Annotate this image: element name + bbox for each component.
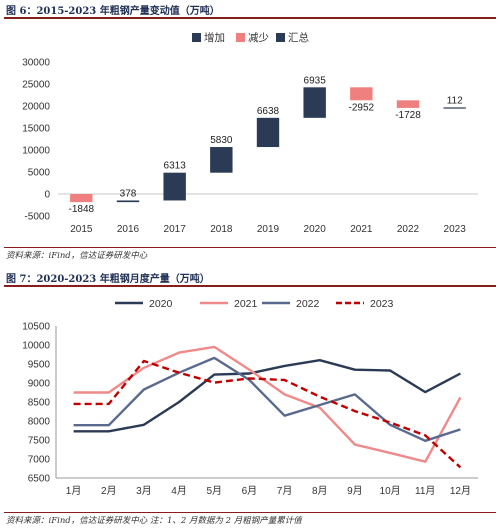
y-tick-label: 6500: [28, 474, 51, 485]
bar-label-2016: 378: [120, 188, 137, 199]
figure-6-title: 图 6：2015-2023 年粗钢产量变动值（万吨）: [6, 6, 220, 17]
x-tick-label: 9月: [347, 485, 363, 497]
y-tick-label: 30000: [22, 58, 50, 69]
y-tick-label: 7000: [28, 455, 51, 466]
bar-label-2021: -2952: [349, 102, 375, 113]
y-tick-label: 10000: [22, 341, 50, 352]
x-tick-label: 2021: [350, 224, 373, 235]
bar-label-2017: 6313: [164, 161, 187, 172]
y-tick-label: 25000: [22, 80, 50, 91]
y-tick-label: 15000: [22, 124, 50, 135]
y-tick-label: -5000: [24, 212, 50, 223]
y-tick-label: 10500: [22, 322, 50, 333]
legend-swatch-0: [192, 33, 201, 42]
title-rule-bottom: [4, 285, 496, 287]
legend-swatch-1: [236, 33, 245, 42]
x-tick-label: 2016: [117, 224, 140, 235]
y-tick-label: 8000: [28, 417, 51, 428]
legend-label-2023: 2023: [370, 298, 394, 310]
bar-label-2023: 112: [447, 95, 463, 106]
legend-swatch-2: [276, 33, 285, 42]
bar-2015: [70, 194, 93, 203]
x-tick-label: 4月: [171, 485, 187, 497]
x-tick-label: 6月: [242, 485, 258, 497]
bar-2017: [163, 172, 186, 201]
legend-label-1: 减少: [248, 32, 269, 44]
bar-label-2019: 6638: [257, 106, 280, 117]
series-line-2020: [73, 359, 461, 433]
y-tick-label: 20000: [22, 102, 50, 113]
x-tick-label: 11月: [415, 485, 435, 497]
x-tick-label: 2015: [70, 224, 93, 235]
bar-label-2015: -1848: [69, 204, 95, 215]
bar-2018: [210, 147, 233, 173]
bar-label-2022: -1728: [395, 110, 421, 121]
y-tick-label: 9500: [28, 360, 51, 371]
x-tick-label: 8月: [312, 485, 328, 497]
figure-6-source: 资料来源：iFind，信达证券研发中心: [6, 251, 148, 261]
legend-label-2021: 2021: [234, 298, 258, 310]
bar-2016: [116, 200, 140, 203]
x-tick-label: 2017: [164, 224, 187, 235]
series-line-2022: [73, 356, 461, 442]
figure-7-source: 资料来源：iFind，信达证券研发中心 注：1、2 月数据为 2 月粗钢产量累计…: [6, 516, 302, 526]
x-tick-label: 3月: [136, 485, 152, 497]
x-tick-label: 2月: [101, 485, 117, 497]
bar-2020: [303, 87, 326, 118]
bar-2023: [443, 107, 466, 109]
x-tick-label: 2023: [444, 224, 467, 235]
figure-7-title: 图 7：2020-2023 年粗钢月度产量（万吨）: [6, 274, 210, 285]
x-tick-label: 7月: [277, 485, 293, 497]
legend-label-2020: 2020: [149, 298, 173, 310]
y-tick-label: 9000: [28, 379, 51, 390]
x-tick-label: 12月: [450, 485, 471, 497]
bar-2022: [396, 100, 420, 108]
y-tick-label: 7500: [28, 436, 51, 447]
y-tick-label: 10000: [22, 146, 50, 157]
x-tick-label: 5月: [206, 485, 222, 497]
legend-label-2022: 2022: [296, 298, 320, 310]
waterfall-chart: 增加 减少 汇总 -5000 0 5000 10000 15000 20000 25000 3000…: [22, 31, 478, 235]
bar-2019: [256, 117, 280, 148]
y-tick-label: 0: [44, 190, 50, 201]
y-tick-label: 8500: [28, 398, 51, 409]
x-tick-label: 2018: [210, 224, 233, 235]
bar-2021: [350, 87, 373, 101]
x-tick-label: 2020: [304, 224, 327, 235]
x-tick-label: 10月: [380, 485, 401, 497]
x-tick-label: 2022: [397, 224, 420, 235]
series-line-2021: [73, 345, 462, 463]
source-rule-bottom: [4, 512, 496, 513]
bar-label-2018: 5830: [210, 135, 233, 146]
legend-label-0: 增加: [204, 31, 225, 44]
y-tick-label: 5000: [28, 168, 51, 179]
bar-label-2020: 6935: [304, 75, 327, 86]
series-line-2023: [73, 359, 462, 469]
title-rule-top: [4, 17, 496, 19]
legend-label-2: 汇总: [288, 31, 309, 44]
x-tick-label: 2019: [257, 224, 280, 235]
source-rule-top: [4, 247, 496, 248]
x-tick-label: 1月: [66, 485, 82, 497]
monthly-line-chart: 2020 2021 2022 2023 6500 7000 7500 8000 8500 9000…: [22, 298, 478, 497]
